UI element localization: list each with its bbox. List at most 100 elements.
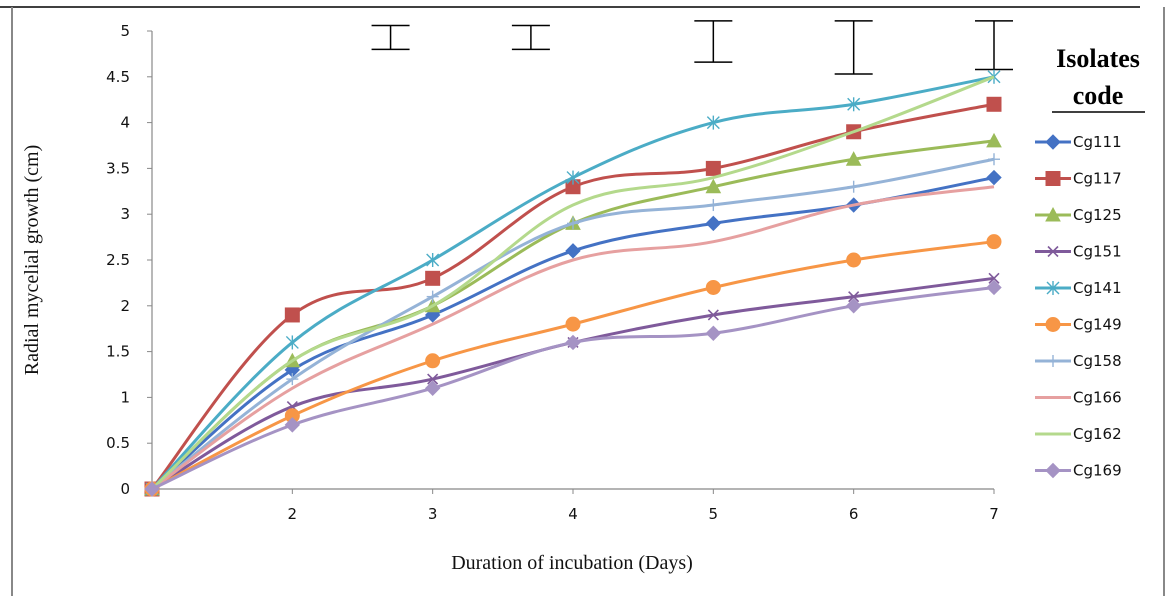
y-tick-label: 4 — [120, 114, 130, 132]
data-point-cg169 — [845, 298, 862, 314]
data-point-cg158 — [847, 180, 860, 193]
data-point-cg141 — [426, 253, 440, 267]
error-bar — [371, 24, 410, 51]
data-point-cg149 — [705, 279, 721, 295]
data-point-cg169 — [705, 325, 722, 341]
data-point-cg158 — [286, 373, 299, 386]
legend-item-cg141: Cg141 — [1035, 279, 1122, 297]
legend: Isolates code Cg111 Cg117 Cg125 Cg151 Cg141 C… — [1035, 44, 1145, 480]
legend-title-line1: Isolates — [1056, 44, 1140, 73]
data-point-cg149 — [425, 353, 441, 369]
y-axis-title: Radial mycelial growth (cm) — [21, 145, 43, 375]
y-tick-label: 0.5 — [106, 434, 130, 452]
error-bar — [975, 20, 1013, 71]
x-tick-label: 7 — [989, 505, 999, 523]
data-point-cg117 — [284, 307, 300, 323]
data-point-cg151-stroke — [707, 309, 719, 321]
legend-marker-stroke — [1047, 245, 1059, 258]
data-point-cg169 — [565, 334, 581, 351]
y-tick-label: 1.5 — [106, 343, 130, 361]
data-point-cg151 — [848, 291, 860, 303]
legend-marker — [1047, 355, 1059, 367]
error-bars — [371, 20, 1013, 75]
data-point-cg169 — [424, 380, 441, 396]
legend-label-cg158: Cg158 — [1073, 352, 1122, 370]
legend-item-cg169: Cg169 — [1035, 462, 1122, 480]
series-cg166 — [151, 185, 995, 491]
data-point-cg141 — [285, 335, 299, 350]
legend-item-cg149: Cg149 — [1035, 316, 1122, 334]
y-tick-label: 3.5 — [106, 159, 130, 177]
x-tick-label: 3 — [428, 505, 438, 523]
legend-item-cg117: Cg117 — [1035, 170, 1122, 188]
data-point-cg141 — [566, 170, 580, 185]
data-point-cg158 — [988, 153, 1000, 166]
data-point-cg111 — [565, 243, 581, 259]
series-line-cg149 — [151, 240, 995, 491]
legend-item-cg166: Cg166 — [1035, 389, 1122, 407]
x-axis-title: Duration of incubation (Days) — [451, 552, 693, 574]
y-tick-label: 3 — [120, 205, 130, 223]
legend-label-cg111: Cg111 — [1073, 133, 1122, 151]
series-line-cg141 — [150, 75, 995, 491]
data-point-cg149 — [986, 234, 1002, 250]
data-point-cg117 — [425, 270, 441, 286]
data-point-cg149 — [565, 316, 581, 332]
series-lines — [144, 69, 1002, 497]
data-point-cg151 — [427, 373, 439, 385]
data-point-cg151-stroke — [848, 291, 860, 303]
y-tick-label: 1 — [120, 388, 130, 406]
legend-label-cg166: Cg166 — [1073, 389, 1122, 407]
data-point-cg151-stroke — [427, 373, 439, 385]
axes: 0 0.5 1 1.5 2 2.5 3 3.5 4 4.5 5 2 3 4 5 6 7 — [106, 22, 999, 523]
legend-marker — [1046, 281, 1060, 295]
legend-label-cg117: Cg117 — [1073, 170, 1122, 188]
series-line-cg166 — [151, 185, 995, 491]
series-line-cg151 — [151, 276, 995, 491]
data-point-cg141 — [706, 115, 720, 130]
series-cg149 — [144, 234, 1002, 497]
legend-marker — [1045, 317, 1061, 332]
y-tick-label: 2.5 — [106, 251, 130, 269]
data-point-cg151 — [988, 272, 1000, 284]
legend-label-cg162: Cg162 — [1073, 425, 1122, 443]
data-point-cg158 — [707, 199, 720, 212]
data-point-cg158 — [426, 290, 439, 303]
legend-marker — [1045, 134, 1061, 150]
data-point-cg169 — [284, 417, 301, 433]
data-point-cg125 — [986, 132, 1002, 148]
error-bar — [694, 20, 733, 63]
error-bar — [511, 24, 550, 51]
legend-item-cg125: Cg125 — [1035, 206, 1122, 224]
data-point-cg151-stroke — [988, 272, 1000, 284]
data-point-cg111 — [705, 215, 722, 232]
x-tick-label: 4 — [568, 505, 578, 523]
data-point-cg169 — [986, 279, 1002, 296]
series-cg151 — [146, 272, 1000, 495]
legend-item-cg151: Cg151 — [1035, 243, 1122, 261]
series-cg169 — [144, 279, 1002, 497]
y-tick-label: 4.5 — [106, 68, 130, 86]
data-point-cg141 — [987, 69, 1001, 84]
legend-label-cg141: Cg141 — [1073, 279, 1122, 297]
x-tick-label: 5 — [709, 505, 719, 523]
legend-marker — [1045, 462, 1061, 479]
legend-item-cg111: Cg111 — [1035, 133, 1122, 151]
y-tick-label: 2 — [120, 297, 130, 315]
y-tick-label: 0 — [120, 480, 130, 498]
legend-title-line2: code — [1073, 81, 1124, 110]
x-tick-label: 6 — [849, 505, 859, 523]
legend-label-cg151: Cg151 — [1073, 243, 1122, 261]
legend-marker — [1045, 206, 1061, 222]
data-point-cg117 — [986, 96, 1002, 112]
x-tick-label: 2 — [288, 505, 298, 523]
legend-item-cg162: Cg162 — [1035, 425, 1122, 443]
series-cg162 — [150, 75, 995, 491]
series-cg158 — [146, 153, 1000, 495]
data-point-cg125 — [705, 178, 722, 194]
series-line-cg162 — [150, 75, 995, 491]
data-point-cg141 — [847, 97, 861, 112]
data-point-cg151 — [707, 309, 719, 321]
